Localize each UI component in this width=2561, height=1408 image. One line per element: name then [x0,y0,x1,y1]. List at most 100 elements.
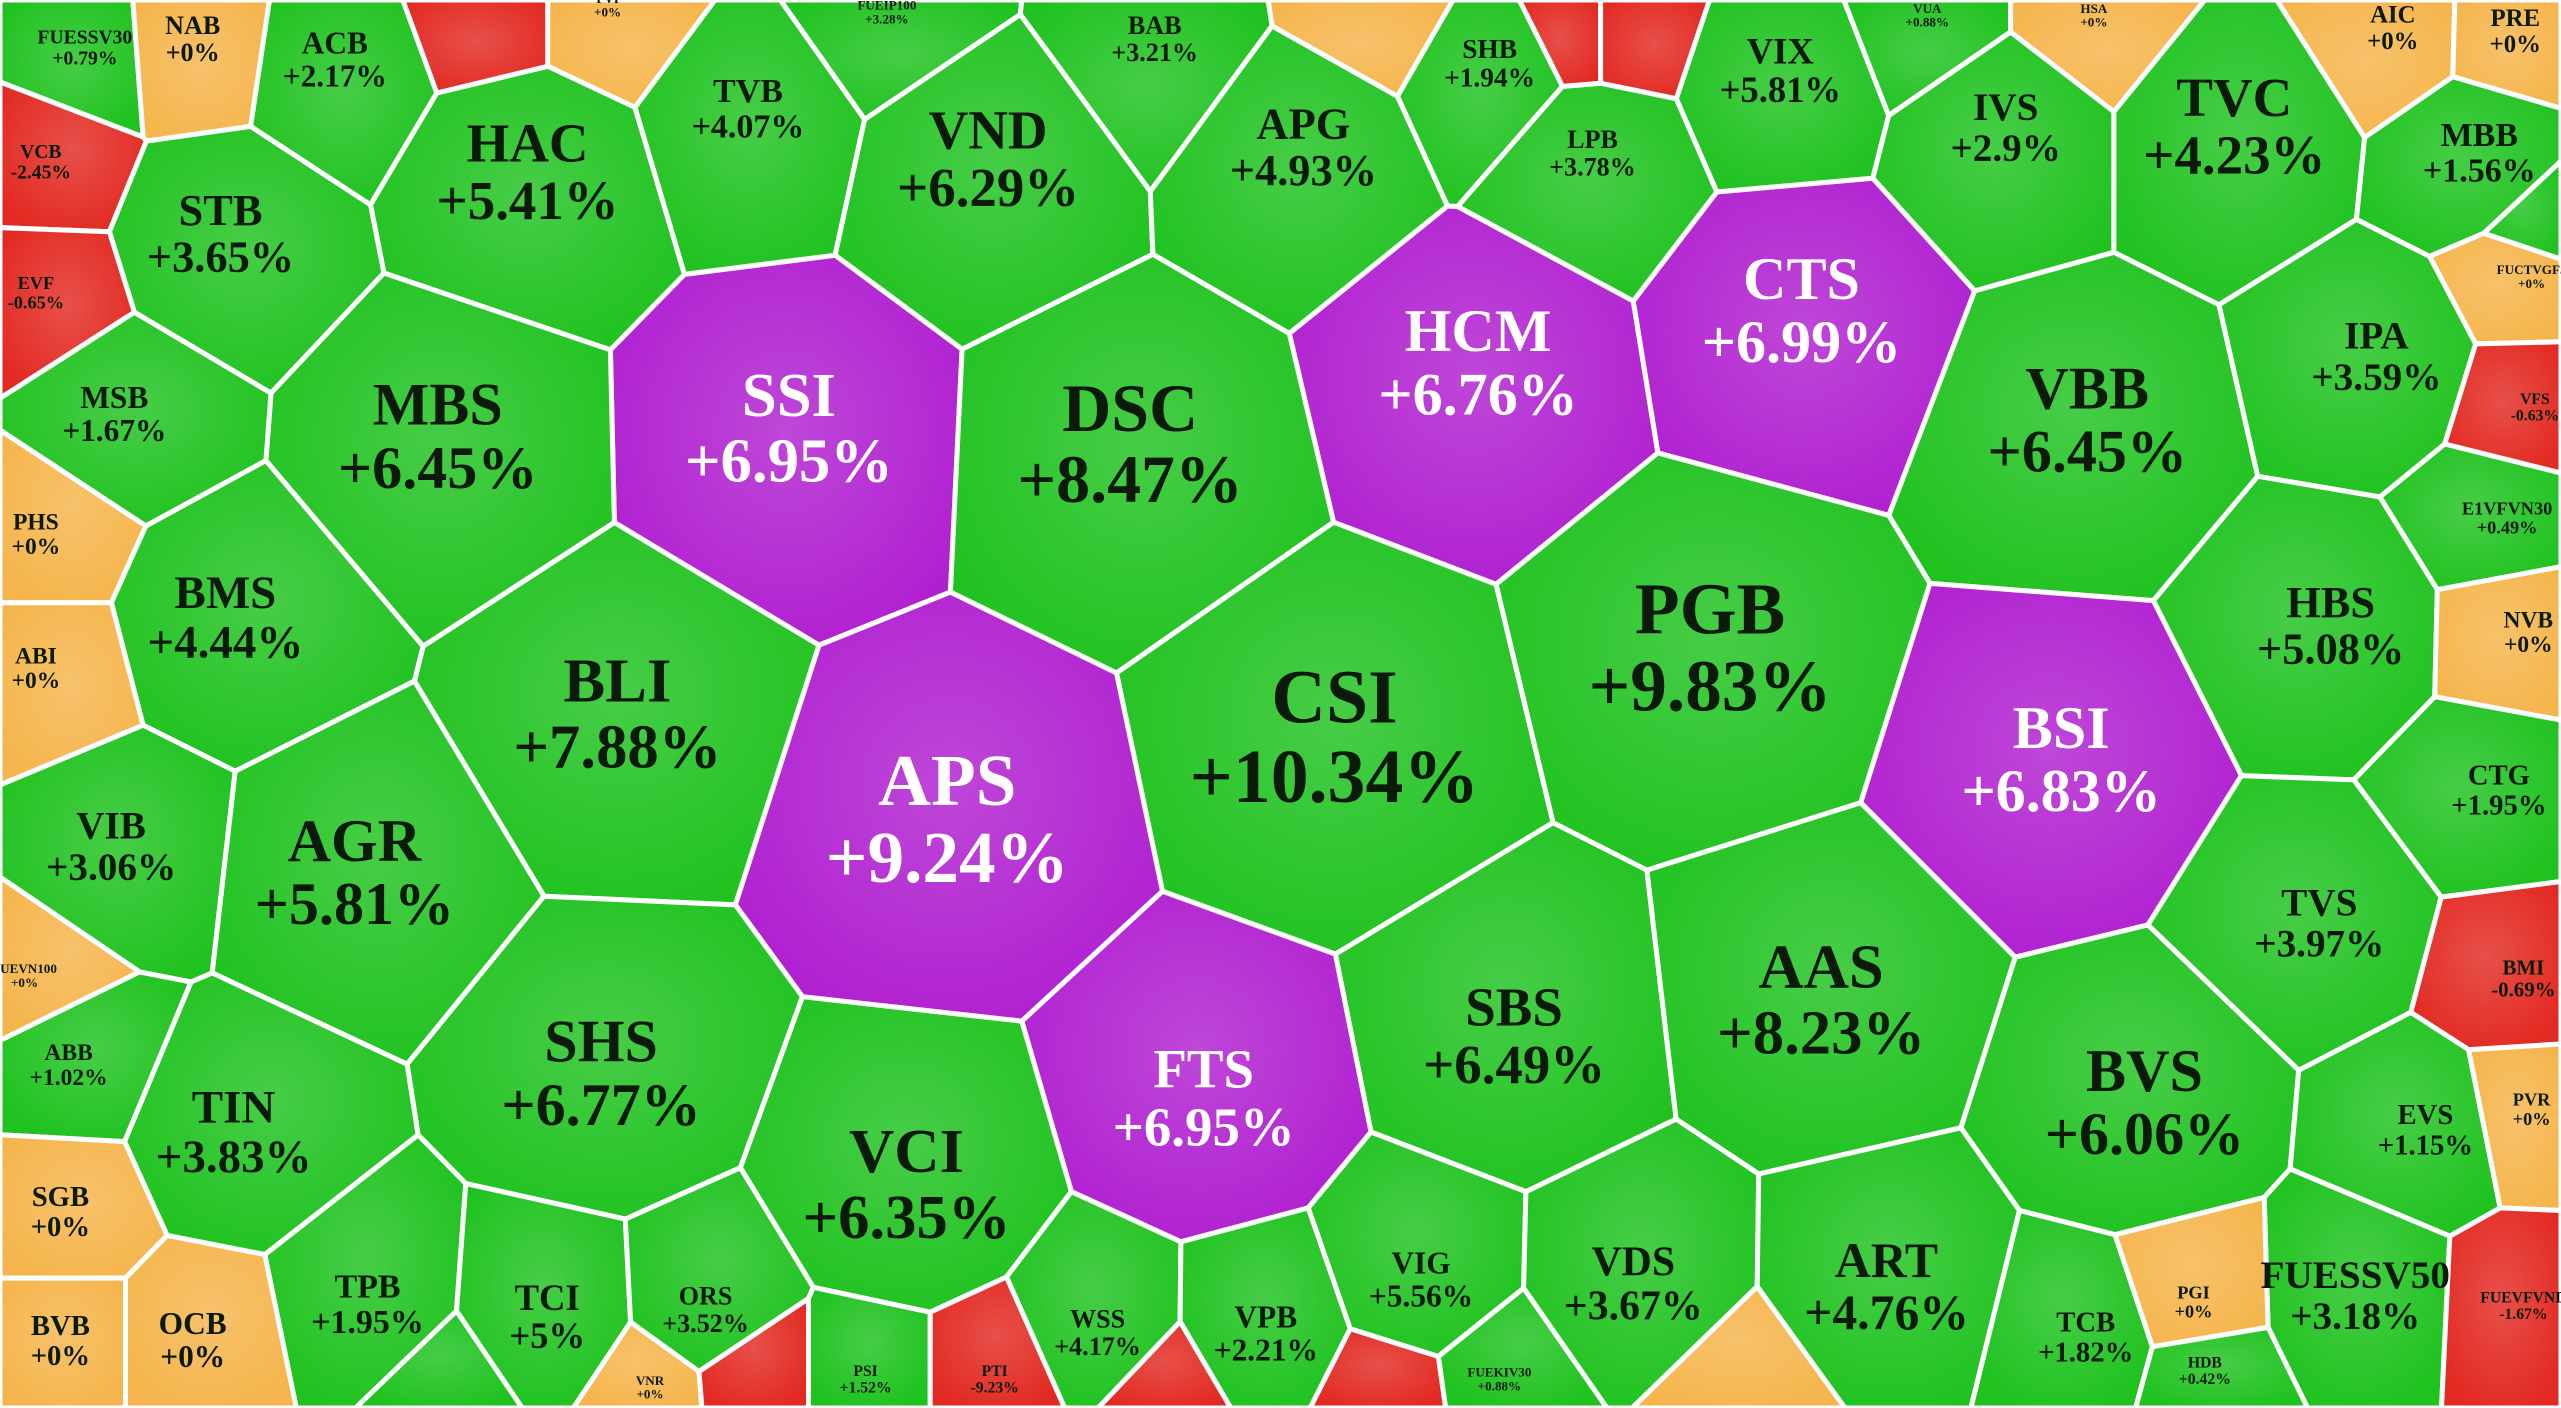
change-label: +7.88% [513,711,721,781]
change-label: +5.56% [1369,1279,1473,1314]
ticker-label: HBS [2286,577,2375,627]
change-label: +8.47% [1018,441,1243,517]
stock-cell[interactable] [927,1274,1068,1408]
ticker-label: HSA [2080,1,2107,16]
change-label: +6.99% [1702,309,1902,376]
change-label: +3.67% [1564,1284,1703,1330]
ticker-label: EVS [2397,1099,2453,1131]
change-label: +3.06% [46,846,176,889]
ticker-label: TVC [2176,67,2292,128]
stock-cell [1095,1319,1234,1408]
change-label: +0% [12,534,61,560]
change-label: +0.88% [1478,1378,1521,1393]
stock-cell[interactable] [2450,0,2561,111]
ticker-label: IPA [2344,315,2409,358]
ticker-label: HDB [2188,1355,2223,1372]
stock-cell[interactable] [2133,1324,2311,1408]
change-label: +2.9% [1950,127,2061,170]
ticker-label: SSI [742,360,836,430]
change-label: +6.29% [897,157,1079,218]
change-label: -0.65% [8,292,64,312]
ticker-label: AIC [2370,2,2415,29]
change-label: +2.17% [283,59,387,94]
ticker-label: FUEVN100 [0,961,57,976]
change-label: +1.56% [2423,153,2536,190]
change-label: +4.07% [692,108,805,145]
ticker-label: BVB [31,1310,90,1342]
change-label: -0.69% [2491,977,2555,1001]
ticker-label: VBB [2026,355,2150,422]
ticker-label: SHB [1462,34,1517,64]
stock-cell [2481,158,2561,262]
ticker-label: VNR [636,1373,665,1388]
ticker-label: TVS [2281,882,2357,925]
change-label: +5.81% [255,871,455,938]
ticker-label: VUA [1913,1,1942,16]
change-label: +5% [509,1315,585,1356]
ticker-label: IVS [1973,86,2038,129]
ticker-label: PRE [2490,5,2540,32]
stock-cell[interactable] [123,1232,299,1408]
change-label: +3.78% [1549,152,1636,181]
change-label: +4.44% [147,616,303,668]
ticker-label: VFS [2520,391,2550,408]
change-label: +3.59% [2311,356,2441,399]
change-label: +0.88% [1906,15,1949,30]
change-label: -0.63% [2511,408,2559,425]
ticker-label: BVS [2086,1038,2203,1105]
ticker-label: SBS [1465,977,1563,1038]
change-label: +6.06% [2045,1101,2245,1168]
change-label: +3.83% [156,1131,312,1183]
change-label: +3.65% [147,231,294,281]
change-label: +1.95% [2451,790,2546,822]
change-label: +1.82% [2038,1337,2133,1369]
change-label: +6.95% [685,426,893,496]
ticker-label: FUCTVGF5 [2497,262,2561,277]
ticker-label: VIB [76,805,146,848]
ticker-label: PGB [1635,568,1785,649]
ticker-label: CTS [1743,246,1860,313]
ticker-label: FUESSV50 [2260,1254,2449,1297]
ticker-label: FUEKIV30 [1467,1365,1531,1380]
ticker-label: TVB [713,73,783,110]
change-label: +5.81% [1720,69,1841,110]
change-label: +6.35% [802,1182,1010,1252]
ticker-label: CTG [2468,759,2530,791]
ticker-label: LPB [1567,125,1618,154]
ticker-label: VCB [20,142,61,163]
change-label: +0% [2175,1302,2213,1322]
ticker-label: VDS [1591,1240,1675,1286]
ticker-label: VIG [1391,1246,1450,1281]
stock-cell [1598,0,1712,102]
ticker-label: MBB [2441,117,2518,154]
change-label: +0% [2367,28,2418,55]
change-label: +3.18% [2290,1295,2420,1338]
change-label: +2.21% [1214,1333,1318,1368]
change-label: +3.21% [1111,38,1198,67]
ticker-label: FTS [1153,1039,1254,1100]
ticker-label: EVF [18,273,55,293]
change-label: +1.02% [30,1065,108,1091]
change-label: +6.76% [1378,361,1578,428]
change-label: +1.95% [311,1304,424,1341]
change-label: +0% [31,1211,90,1243]
ticker-label: TCI [515,1277,580,1318]
ticker-label: VND [929,99,1048,160]
ticker-label: PGI [2177,1282,2210,1302]
ticker-label: OCB [159,1306,227,1341]
ticker-label: AAS [1758,931,1883,1001]
change-label: +6.77% [501,1072,701,1139]
ticker-label: FUEIP100 [857,0,916,13]
change-label: +0% [160,1339,225,1374]
change-label: +0% [2518,276,2545,291]
ticker-label: PVR [2513,1090,2551,1110]
ticker-label: NVB [2503,607,2553,633]
ticker-label: CSI [1271,656,1397,740]
ticker-label: TIN [192,1081,276,1133]
change-label: +3.28% [865,11,908,26]
ticker-label: VPB [1234,1300,1297,1335]
stock-cell [696,1296,811,1408]
ticker-label: AGR [288,808,422,875]
stock-cell[interactable] [2439,1205,2561,1408]
